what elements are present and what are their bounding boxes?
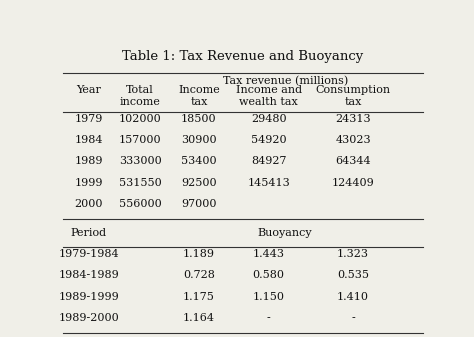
Text: Tax revenue (millions): Tax revenue (millions) — [223, 75, 348, 86]
Text: 0.728: 0.728 — [183, 270, 215, 280]
Text: 43023: 43023 — [335, 135, 371, 145]
Text: 92500: 92500 — [181, 178, 217, 188]
Text: 145413: 145413 — [247, 178, 290, 188]
Text: 1984-1989: 1984-1989 — [58, 270, 119, 280]
Text: 124409: 124409 — [332, 178, 374, 188]
Text: 84927: 84927 — [251, 156, 286, 166]
Text: 1.175: 1.175 — [183, 292, 215, 302]
Text: Income and
wealth tax: Income and wealth tax — [236, 85, 302, 108]
Text: 1.443: 1.443 — [253, 249, 285, 259]
Text: 1.410: 1.410 — [337, 292, 369, 302]
Text: 64344: 64344 — [335, 156, 371, 166]
Text: 54920: 54920 — [251, 135, 286, 145]
Text: 1999: 1999 — [74, 178, 103, 188]
Text: 24313: 24313 — [335, 114, 371, 124]
Text: Total
income: Total income — [119, 85, 161, 108]
Text: 157000: 157000 — [119, 135, 161, 145]
Text: 0.580: 0.580 — [253, 270, 285, 280]
Text: 0.535: 0.535 — [337, 270, 369, 280]
Text: 1.323: 1.323 — [337, 249, 369, 259]
Text: 1989-1999: 1989-1999 — [58, 292, 119, 302]
Text: 30900: 30900 — [181, 135, 217, 145]
Text: Consumption
tax: Consumption tax — [316, 85, 391, 108]
Text: Buoyancy: Buoyancy — [258, 228, 312, 238]
Text: 556000: 556000 — [118, 199, 162, 209]
Text: 53400: 53400 — [181, 156, 217, 166]
Text: 333000: 333000 — [118, 156, 162, 166]
Text: 1979: 1979 — [74, 114, 103, 124]
Text: 1979-1984: 1979-1984 — [58, 249, 119, 259]
Text: 531550: 531550 — [118, 178, 162, 188]
Text: 1.164: 1.164 — [183, 313, 215, 323]
Text: Period: Period — [71, 228, 107, 238]
Text: 1989-2000: 1989-2000 — [58, 313, 119, 323]
Text: -: - — [351, 313, 355, 323]
Text: Income
tax: Income tax — [178, 85, 220, 108]
Text: 97000: 97000 — [181, 199, 217, 209]
Text: Table 1: Tax Revenue and Buoyancy: Table 1: Tax Revenue and Buoyancy — [122, 50, 364, 63]
Text: 1.189: 1.189 — [183, 249, 215, 259]
Text: 1.150: 1.150 — [253, 292, 285, 302]
Text: 29480: 29480 — [251, 114, 286, 124]
Text: 1984: 1984 — [74, 135, 103, 145]
Text: 18500: 18500 — [181, 114, 217, 124]
Text: 2000: 2000 — [74, 199, 103, 209]
Text: -: - — [267, 313, 271, 323]
Text: 102000: 102000 — [118, 114, 162, 124]
Text: 1989: 1989 — [74, 156, 103, 166]
Text: Year: Year — [76, 85, 101, 95]
